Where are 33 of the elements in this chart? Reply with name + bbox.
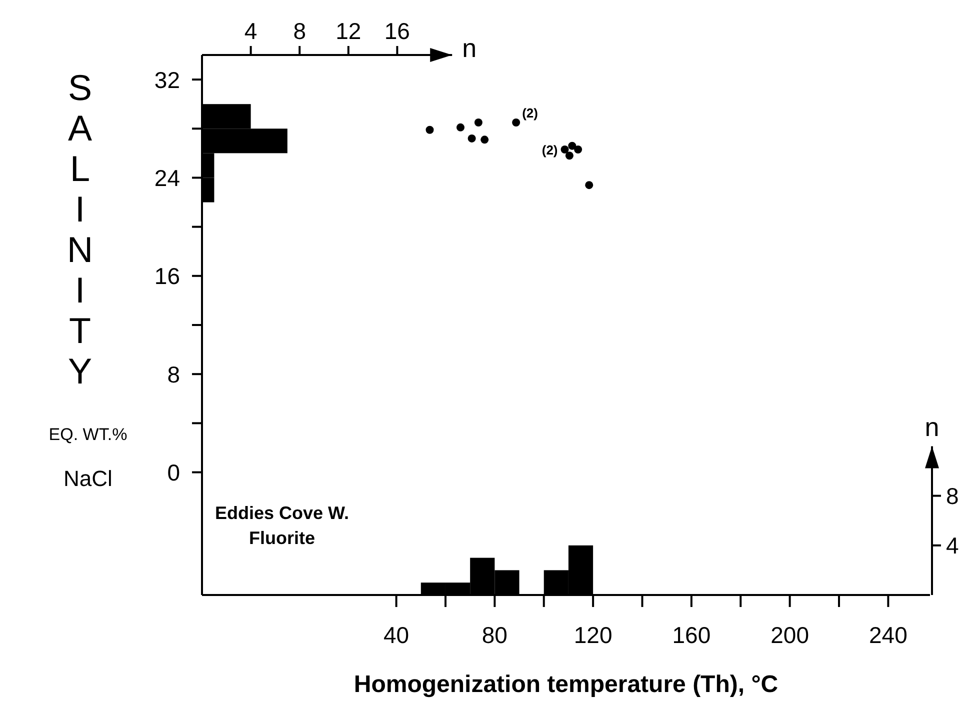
point [585,181,594,190]
x-tick-label: 40 [384,622,410,648]
x-axis-title: n [462,33,477,63]
x-tick-label: 160 [672,622,711,648]
x-tick-label: 80 [482,622,508,648]
point [560,146,569,154]
point [565,152,574,160]
y-axis-title: n [924,412,940,442]
x-tick-label: 120 [574,622,612,648]
x-tick-label: 200 [770,622,809,648]
y-tick-label: 16 [154,263,180,290]
point [568,142,576,150]
point [426,126,434,134]
point [574,146,582,154]
annotation: Eddies Cove W. Fluorite [214,503,350,548]
x-tick-label: 12 [336,18,362,44]
point [512,118,520,126]
x-axis-title: Homogenization temperature (Th), °C [354,671,778,698]
annotation: (2) [542,142,558,158]
text: SALINITY EQ. WT.% NaCl [48,67,128,491]
point [474,118,482,126]
y-tick-label: 8 [167,361,180,388]
x-tick-label: 16 [384,18,410,44]
y-tick-label: 24 [154,165,180,192]
point [456,123,464,132]
point [468,134,476,142]
y-tick-label: 0 [167,460,180,486]
point [480,136,489,144]
y-tick-label: 32 [154,66,180,93]
x-tick-label: 8 [293,18,306,44]
x-tick-label: 240 [869,622,908,648]
x-tick-label: 4 [244,18,258,44]
annotation: (2) [522,106,538,120]
